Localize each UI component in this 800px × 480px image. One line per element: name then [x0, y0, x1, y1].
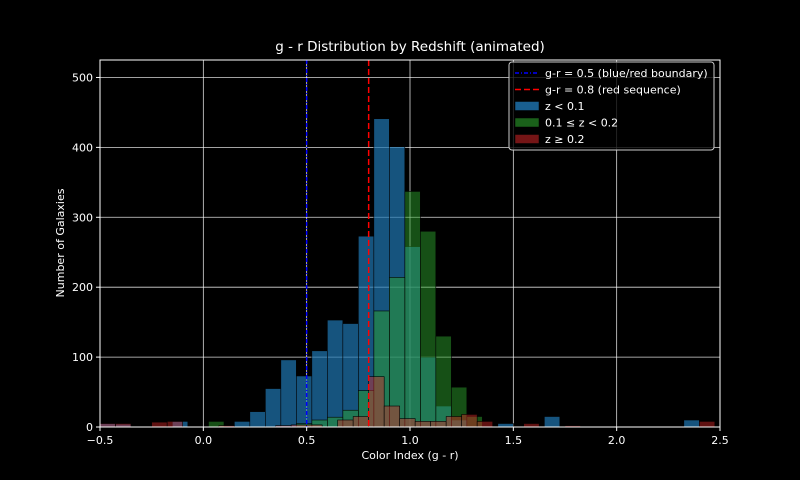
histogram-bar	[249, 411, 266, 428]
x-tick-label: 1.5	[505, 434, 523, 447]
y-axis-label: Number of Galaxies	[54, 188, 67, 297]
legend-entry-label: z < 0.1	[545, 100, 584, 113]
y-tick-label: 100	[72, 351, 93, 364]
x-axis-ticks: −0.5 0.0 0.5 1.0 1.5 2.0 2.5	[87, 427, 729, 447]
histogram-bar	[115, 423, 132, 428]
histogram-bar	[265, 388, 282, 428]
reference-lines	[305, 60, 370, 427]
histogram-bar	[151, 421, 168, 428]
y-axis-ticks: 0 100 200 300 400 500	[72, 71, 100, 434]
histogram-bar	[699, 421, 716, 428]
y-tick-label: 0	[86, 421, 93, 434]
histogram-bar	[476, 421, 493, 428]
x-tick-label: 1.0	[401, 434, 419, 447]
x-tick-label: 2.5	[711, 434, 729, 447]
histogram-bar	[445, 416, 462, 428]
legend: g-r = 0.5 (blue/red boundary) g-r = 0.8 (…	[508, 61, 715, 151]
x-tick-label: 2.0	[608, 434, 626, 447]
histogram-bar	[352, 416, 369, 428]
histogram-bar	[383, 405, 400, 428]
series-z-0.1-0.2-bars	[208, 191, 483, 428]
histogram-bar	[234, 421, 251, 428]
x-axis-label: Color Index (g - r)	[361, 449, 458, 462]
histogram-bar	[166, 421, 183, 428]
histogram-bar	[368, 376, 385, 428]
histogram-bar	[414, 421, 431, 428]
legend-box	[508, 61, 715, 151]
histogram-bar	[420, 230, 437, 428]
legend-entry-label: 0.1 ≤ z < 0.2	[545, 117, 618, 130]
y-tick-label: 200	[72, 281, 93, 294]
histogram-bar	[435, 335, 452, 428]
histogram-bar	[523, 423, 540, 428]
histogram-bar	[404, 191, 421, 428]
histogram-bar	[296, 375, 313, 428]
histogram-bar	[280, 359, 297, 428]
chart-title: g - r Distribution by Redshift (animated…	[275, 39, 545, 55]
y-tick-label: 400	[72, 141, 93, 154]
legend-entry-label: z ≥ 0.2	[545, 133, 584, 146]
histogram-bar	[389, 277, 406, 428]
histogram-bar	[683, 419, 700, 428]
legend-patch-swatch	[514, 117, 540, 128]
histogram-bar	[497, 423, 514, 428]
y-tick-label: 300	[72, 211, 93, 224]
histogram-bar	[430, 421, 447, 428]
histogram-bar	[461, 414, 478, 428]
histogram-bar	[99, 423, 116, 428]
histogram-bar	[327, 319, 344, 428]
histogram-bar	[399, 418, 416, 428]
y-tick-label: 500	[72, 71, 93, 84]
legend-patch-swatch	[514, 134, 540, 144]
histogram-bar	[544, 416, 561, 428]
legend-entry-label: g-r = 0.5 (blue/red boundary)	[545, 67, 708, 80]
legend-entry-label: g-r = 0.8 (red sequence)	[545, 84, 681, 97]
x-tick-label: 0.0	[195, 434, 213, 447]
histogram-bar	[311, 350, 328, 428]
histogram-bar	[337, 419, 354, 428]
legend-patch-swatch	[514, 101, 540, 111]
x-tick-label: 0.5	[298, 434, 316, 447]
x-tick-label: −0.5	[87, 434, 114, 447]
